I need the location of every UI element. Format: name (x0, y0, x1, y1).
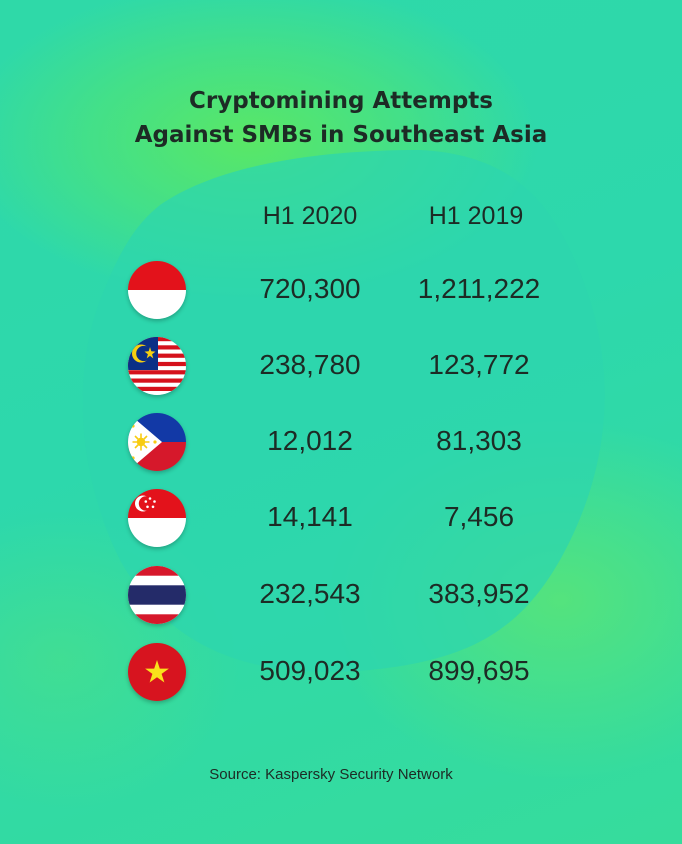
value-h1-2019: 81,303 (394, 424, 564, 458)
singapore-flag-icon (128, 489, 186, 547)
chart-title-line-2: Against SMBs in Southeast Asia (0, 118, 682, 152)
value-h1-2019: 7,456 (394, 500, 564, 534)
column-header-h1-2019: H1 2019 (396, 200, 556, 232)
table-row-indonesia: 720,300 1,211,222 (0, 258, 682, 322)
chart-title: Cryptomining Attempts Against SMBs in So… (0, 84, 682, 152)
indonesia-flag-icon (128, 261, 186, 319)
value-h1-2019: 1,211,222 (394, 272, 564, 306)
value-h1-2019: 899,695 (394, 654, 564, 688)
column-header-h1-2020: H1 2020 (230, 200, 390, 232)
table-row-malaysia: 238,780 123,772 (0, 334, 682, 398)
value-h1-2019: 123,772 (394, 348, 564, 382)
vietnam-flag-icon (128, 643, 186, 701)
chart-title-line-1: Cryptomining Attempts (0, 84, 682, 118)
value-h1-2020: 238,780 (225, 348, 395, 382)
value-h1-2020: 720,300 (225, 272, 395, 306)
malaysia-flag-icon (128, 337, 186, 395)
value-h1-2020: 14,141 (225, 500, 395, 534)
value-h1-2019: 383,952 (394, 577, 564, 611)
value-h1-2020: 509,023 (225, 654, 395, 688)
philippines-flag-icon (128, 413, 186, 471)
value-h1-2020: 12,012 (225, 424, 395, 458)
value-h1-2020: 232,543 (225, 577, 395, 611)
source-note: Source: Kaspersky Security Network (0, 765, 662, 785)
table-row-singapore: 14,141 7,456 (0, 486, 682, 550)
table-row-vietnam: 509,023 899,695 (0, 640, 682, 704)
thailand-flag-icon (128, 566, 186, 624)
table-row-philippines: 12,012 81,303 (0, 410, 682, 474)
table-row-thailand: 232,543 383,952 (0, 563, 682, 627)
